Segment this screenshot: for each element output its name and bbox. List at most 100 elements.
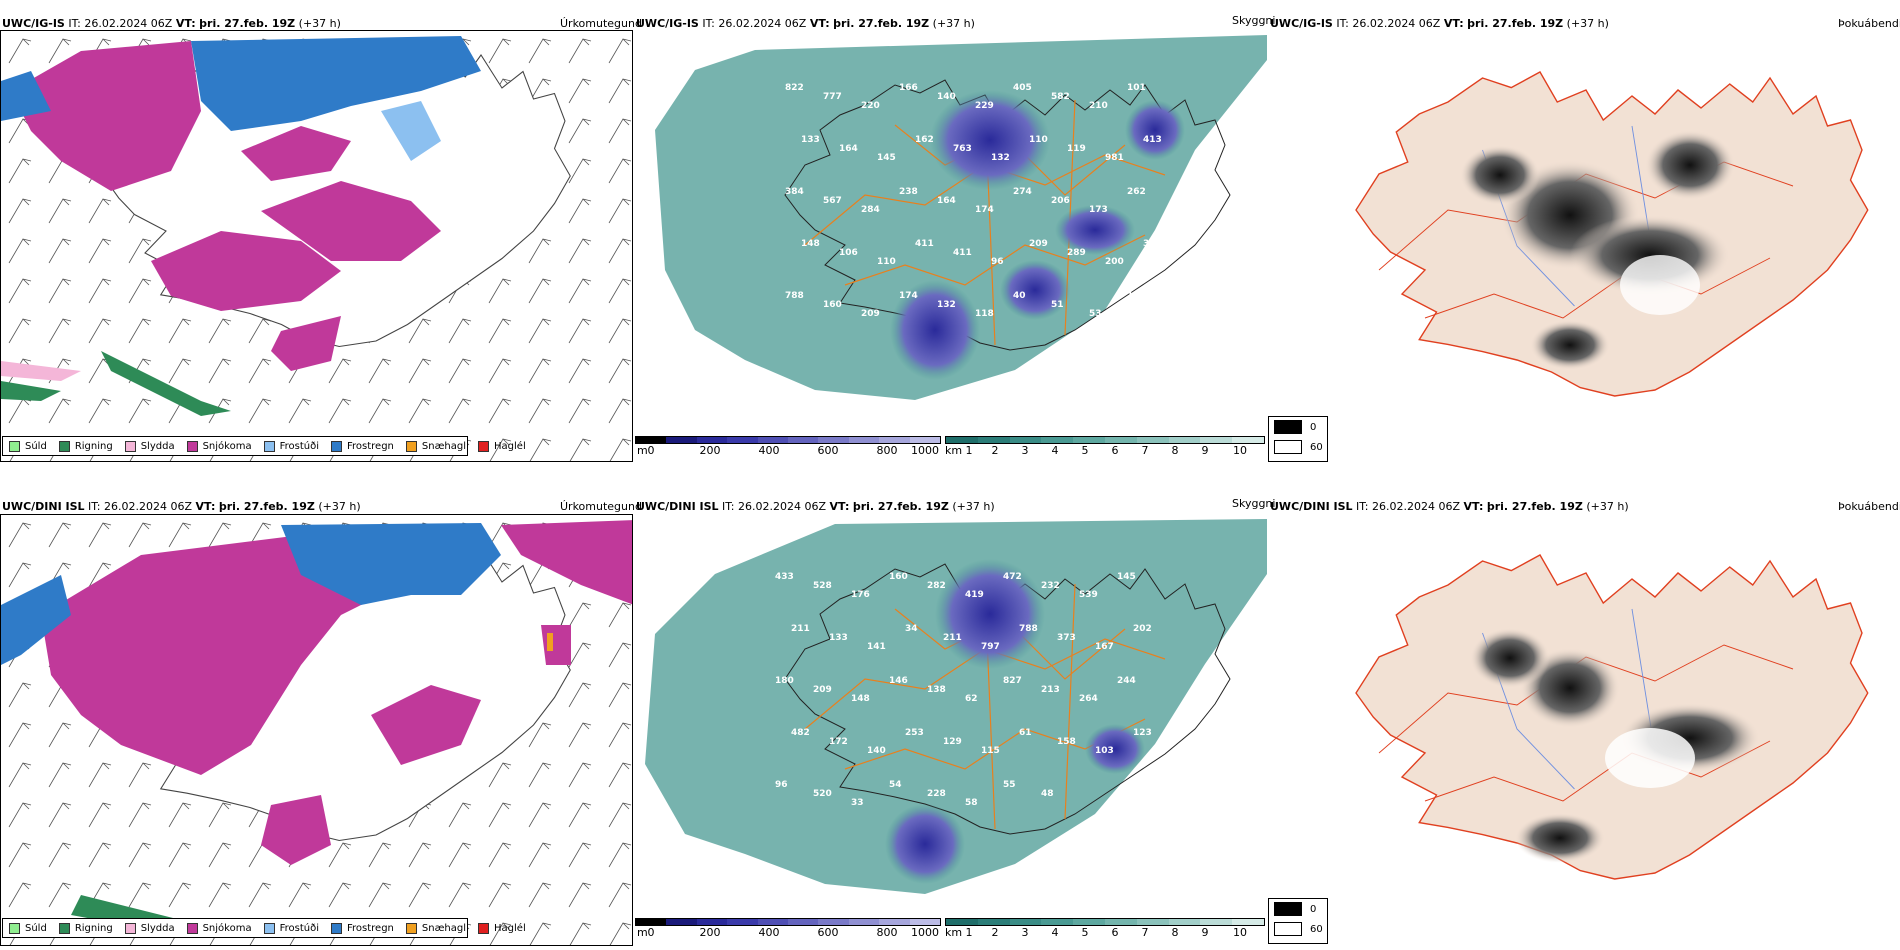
- legend-item: Haglél: [478, 440, 526, 452]
- cloud-base-label: 228: [927, 789, 946, 799]
- vis-map-1[interactable]: 822 777 220 166 140 229 405 582 210 101 133 164 145 1…: [635, 30, 1267, 430]
- cloud-base-label: 167: [1095, 642, 1114, 652]
- cloud-base-label: 119: [1067, 144, 1086, 154]
- cloud-base-label: 253: [905, 728, 924, 738]
- legend-swatch: [124, 440, 136, 452]
- cloud-base-label: 482: [791, 728, 810, 738]
- cloud-base-label: 145: [877, 153, 896, 163]
- cloud-base-label: 411: [953, 248, 972, 258]
- cloud-base-label: 118: [975, 309, 994, 319]
- legend-swatch: [9, 440, 20, 452]
- colorbar-ticks: km 1 2 3 4 5 6 7 8 9 10: [945, 444, 1247, 457]
- cloud-base-label: 176: [851, 590, 870, 600]
- cloud-base-label: 582: [1051, 92, 1070, 102]
- cloud-base-label: 206: [1051, 196, 1070, 206]
- legend-item: Haglél: [478, 922, 526, 934]
- legend-item: Rigning: [58, 440, 113, 452]
- cloudbase-colorbar-2: m 0 200 400 600 800 1000: [635, 918, 941, 940]
- legend-item: Frostúði: [263, 922, 319, 934]
- cloud-base-label: 405: [1013, 83, 1032, 93]
- legend-item: Snæhagl: [405, 440, 466, 452]
- cloud-base-label: 140: [867, 746, 886, 756]
- cloud-base-label: 472: [1003, 572, 1022, 582]
- legend-item: Frostregn: [331, 922, 394, 934]
- cloud-base-label: 54: [889, 780, 902, 790]
- legend-item: Snæhagl: [405, 922, 466, 934]
- legend-item: Slydda: [124, 922, 175, 934]
- cloud-base-label: 520: [813, 789, 832, 799]
- cloud-base-label: 162: [915, 135, 934, 145]
- vis-header-1: UWC/IG-IS IT: 26.02.2024 06Z VT: þri. 27…: [636, 17, 975, 30]
- cloud-base-label: 528: [813, 581, 832, 591]
- cloud-base-label: 62: [965, 694, 978, 704]
- cloud-base-label: 384: [785, 187, 804, 197]
- legend-swatch: [478, 440, 490, 452]
- cloud-base-label: 567: [823, 196, 842, 206]
- cloud-base-label: 981: [1105, 153, 1124, 163]
- cloud-base-label: 33: [851, 798, 864, 808]
- visibility-colorbar-1: km 1 2 3 4 5 6 7 8 9 10: [945, 436, 1265, 458]
- cloud-base-label: 160: [889, 572, 908, 582]
- fog-map-2[interactable]: [1270, 518, 1900, 918]
- cloudbase-colorbar-1: m 0 200 400 600 800 1000: [635, 436, 941, 458]
- cloud-base-label: 220: [861, 101, 880, 111]
- cloud-base-label: 174: [899, 291, 918, 301]
- fog-legend-item: 60: [1269, 919, 1327, 939]
- precip-map-2[interactable]: [0, 514, 633, 946]
- colorbar-ticks: m 0 200 400 600 800 1000: [637, 444, 939, 457]
- cloud-base-label: 40: [1013, 291, 1026, 301]
- cloud-base-label: 433: [775, 572, 794, 582]
- cloud-base-label: 202: [1133, 624, 1152, 634]
- fog-title-1: Þokuábendi: [1838, 17, 1900, 30]
- fog-map-1[interactable]: [1270, 35, 1900, 435]
- cloud-base-label: 148: [851, 694, 870, 704]
- cloud-base-label: 777: [823, 92, 842, 102]
- legend-swatch: [331, 440, 342, 452]
- model-name: UWC/IG-IS: [2, 17, 65, 30]
- cloud-base-label: 289: [1067, 248, 1086, 258]
- cloud-base-label: 58: [965, 798, 978, 808]
- cloud-base-label: 110: [1029, 135, 1048, 145]
- colorbar-cells: [635, 436, 941, 444]
- cloud-base-label: 211: [943, 633, 962, 643]
- legend-item: Frostúði: [263, 440, 319, 452]
- cloud-base-label: 213: [1041, 685, 1060, 695]
- precip-legend-1: Súld Rigning Slydda Snjókoma Frostúði Fr…: [2, 436, 526, 456]
- cloud-base-label: 34: [905, 624, 918, 634]
- cloud-base-label: 174: [975, 205, 994, 215]
- legend-item: Súld: [9, 922, 47, 934]
- cloud-base-label: 106: [839, 248, 858, 258]
- precip-title-1: Úrkomutegund: [560, 17, 642, 30]
- cloud-base-label: 164: [839, 144, 858, 154]
- cloud-base-label: 123: [1133, 728, 1152, 738]
- cloud-base-label: 48: [1041, 789, 1054, 799]
- cloud-base-label: 419: [965, 590, 984, 600]
- cloud-base-label: 129: [943, 737, 962, 747]
- legend-swatch: [58, 440, 70, 452]
- precip-map-1[interactable]: [0, 30, 633, 462]
- cloud-base-label: 146: [889, 676, 908, 686]
- precip-header-2: UWC/DINI ISL IT: 26.02.2024 06Z VT: þri.…: [2, 500, 361, 513]
- cloud-base-label: 132: [937, 300, 956, 310]
- cloud-base-label: 173: [1089, 205, 1108, 215]
- vis-title-1: Skyggni: [1232, 14, 1276, 27]
- cloud-base-label: 96: [991, 257, 1004, 267]
- cloud-base-label: 132: [991, 153, 1010, 163]
- cloud-base-label: 101: [1127, 83, 1146, 93]
- cloud-base-label: 141: [867, 642, 886, 652]
- legend-item: Frostregn: [331, 440, 394, 452]
- fog-legend-item: 0: [1269, 417, 1327, 437]
- precip-header-1: UWC/IG-IS IT: 26.02.2024 06Z VT: þri. 27…: [2, 17, 341, 30]
- cloud-base-label: 411: [915, 239, 934, 249]
- cloud-base-label: 160: [823, 300, 842, 310]
- vis-map-2[interactable]: 433 528 176 160 282 419 472 232 539 145 211 133 141 3…: [635, 514, 1267, 914]
- cloud-base-label: 180: [775, 676, 794, 686]
- cloud-base-label: 413: [1143, 135, 1162, 145]
- cloud-base-label: 284: [861, 205, 880, 215]
- cloud-base-label: 797: [981, 642, 1000, 652]
- cloud-base-label: 264: [1079, 694, 1098, 704]
- cloud-base-label: 172: [829, 737, 848, 747]
- cloud-base-label: 788: [1019, 624, 1038, 634]
- colorbar-cells: [945, 436, 1265, 444]
- cloud-base-label: 209: [861, 309, 880, 319]
